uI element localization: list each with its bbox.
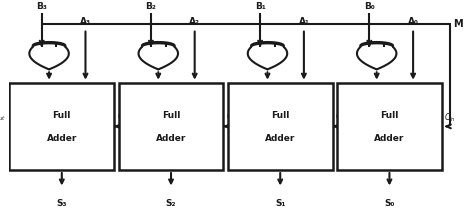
- Text: $C_{out}$: $C_{out}$: [100, 111, 116, 123]
- Bar: [118, 83, 223, 170]
- Bar: [9, 83, 114, 170]
- Text: Full: Full: [53, 111, 71, 120]
- Text: $C_{in}$: $C_{in}$: [335, 111, 347, 123]
- Text: Adder: Adder: [374, 134, 405, 143]
- Text: B₁: B₁: [255, 2, 265, 11]
- Text: $C_{out}$: $C_{out}$: [0, 111, 6, 123]
- Text: S₂: S₂: [166, 199, 176, 208]
- Text: $C_{out}$: $C_{out}$: [99, 111, 116, 123]
- Text: M: M: [453, 19, 463, 29]
- Text: S₃: S₃: [56, 199, 67, 208]
- Text: Adder: Adder: [156, 134, 186, 143]
- Bar: [337, 83, 442, 170]
- Text: $C_{out}$: $C_{out}$: [318, 111, 334, 123]
- Text: $C_{out}$: $C_{out}$: [209, 111, 225, 123]
- Text: Full: Full: [162, 111, 180, 120]
- Text: B₀: B₀: [364, 2, 375, 11]
- Text: $C_{out}$: $C_{out}$: [209, 111, 225, 123]
- Text: Adder: Adder: [265, 134, 295, 143]
- Text: Adder: Adder: [46, 134, 77, 143]
- Bar: [228, 83, 333, 170]
- Text: A₀: A₀: [408, 17, 419, 26]
- Text: $C_{out}$: $C_{out}$: [318, 111, 334, 123]
- Text: $C_{in}$: $C_{in}$: [117, 111, 129, 123]
- Text: S₁: S₁: [275, 199, 285, 208]
- Text: $C_{in}$: $C_{in}$: [226, 111, 238, 123]
- Text: A₃: A₃: [80, 17, 91, 26]
- Text: $C_{in}$: $C_{in}$: [445, 112, 456, 124]
- Text: S₀: S₀: [384, 199, 395, 208]
- Text: A₂: A₂: [189, 17, 200, 26]
- Text: Full: Full: [271, 111, 290, 120]
- Text: Full: Full: [380, 111, 399, 120]
- Text: B₂: B₂: [146, 2, 156, 11]
- Text: A₁: A₁: [299, 17, 310, 26]
- Text: B₃: B₃: [36, 2, 47, 11]
